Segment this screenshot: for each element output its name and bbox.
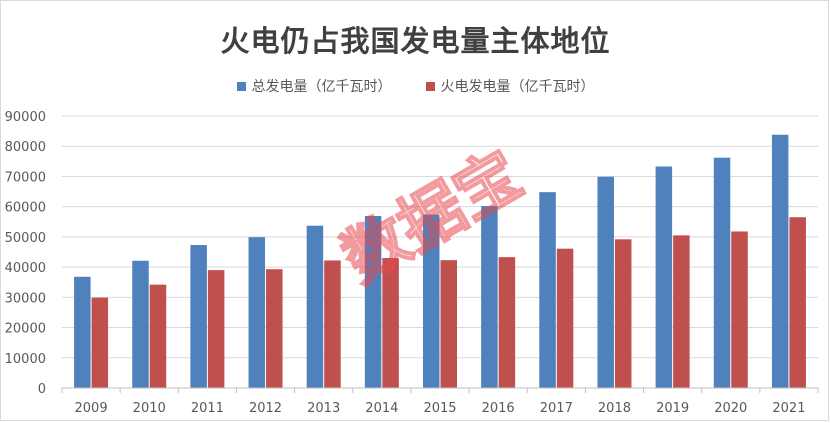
bar-total-2017 (539, 192, 556, 388)
bar-total-2011 (190, 245, 207, 388)
y-tick-label: 60000 (5, 201, 46, 216)
y-tick-label: 90000 (5, 110, 46, 125)
bar-total-2018 (597, 176, 614, 388)
axes: 0 10000 20000 30000 40000 50000 60000 70000 8000… (5, 110, 819, 416)
bar-total-2019 (655, 166, 673, 388)
bar-thermal-2015 (440, 260, 457, 388)
y-tick-label: 20000 (5, 322, 46, 337)
x-tick-label: 2017 (540, 401, 573, 416)
bar-total-2014 (364, 216, 382, 388)
x-tick-label: 2012 (249, 401, 282, 416)
x-tick-label: 2013 (307, 401, 340, 416)
bar-thermal-2012 (266, 269, 283, 388)
legend-label-thermal: 火电发电量（亿千瓦时） (440, 79, 595, 95)
legend-item-thermal: 火电发电量（亿千瓦时） (425, 76, 595, 96)
legend-swatch-total (236, 81, 246, 91)
x-tick-label: 2015 (423, 401, 456, 416)
x-tick-label: 2020 (714, 401, 747, 416)
bar-total-2016 (481, 206, 498, 388)
x-tick-label: 2014 (365, 401, 398, 416)
bar-thermal-2017 (556, 248, 574, 388)
bar-thermal-2009 (91, 297, 109, 388)
bar-thermal-2011 (207, 270, 225, 388)
y-tick-label: 50000 (5, 231, 46, 246)
bar-thermal-2020 (731, 231, 748, 388)
bar-total-2010 (132, 260, 149, 388)
legend-label-total: 总发电量（亿千瓦时） (251, 79, 392, 95)
x-tick-label: 2009 (75, 401, 108, 416)
bar-thermal-2014 (382, 258, 399, 388)
bar-total-2021 (771, 134, 789, 388)
x-tick-label: 2019 (656, 401, 689, 416)
bars (74, 134, 806, 388)
bar-thermal-2013 (324, 260, 341, 388)
chart-title: 火电仍占我国发电量主体地位 (220, 24, 611, 58)
legend: 总发电量（亿千瓦时） 火电发电量（亿千瓦时） (0, 76, 831, 96)
bar-total-2013 (306, 225, 324, 388)
bar-total-2020 (713, 157, 731, 388)
x-tick-label: 2010 (133, 401, 166, 416)
x-tick-label: 2018 (598, 401, 631, 416)
y-tick-label: 70000 (5, 170, 46, 185)
bar-thermal-2016 (498, 257, 516, 388)
legend-swatch-thermal (425, 81, 435, 91)
legend-item-total: 总发电量（亿千瓦时） (236, 76, 392, 96)
grid-lines (62, 115, 818, 359)
bar-thermal-2021 (789, 217, 806, 388)
bar-total-2015 (423, 214, 440, 388)
x-tick-label: 2011 (191, 401, 224, 416)
y-tick-label: 40000 (5, 261, 46, 276)
bar-total-2012 (248, 237, 266, 388)
bar-total-2009 (74, 276, 91, 388)
y-tick-label: 80000 (5, 140, 46, 155)
bar-thermal-2018 (614, 239, 632, 388)
y-tick-label: 30000 (5, 291, 46, 306)
bar-thermal-2019 (673, 235, 690, 388)
x-tick-label: 2021 (772, 401, 805, 416)
bar-thermal-2010 (149, 284, 167, 388)
y-tick-label: 0 (38, 382, 46, 397)
y-tick-label: 10000 (5, 352, 46, 367)
x-tick-label: 2016 (482, 401, 515, 416)
